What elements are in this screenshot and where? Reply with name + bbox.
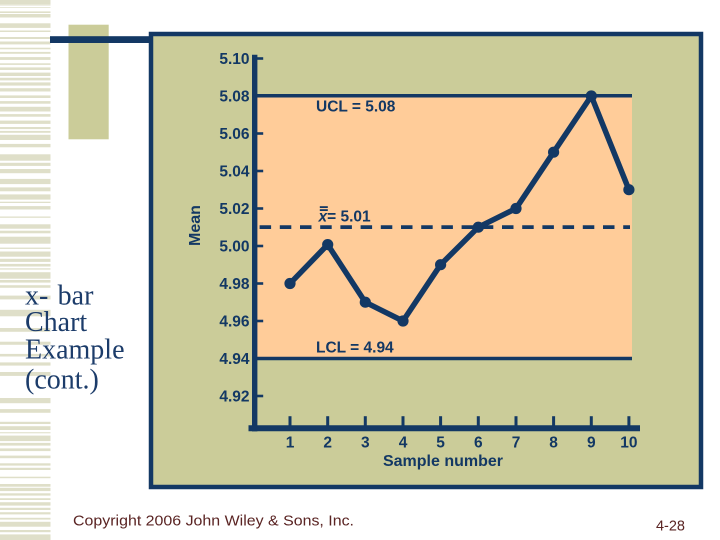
svg-text:4.96: 4.96 (219, 314, 250, 331)
svg-text:5.02: 5.02 (219, 201, 249, 218)
svg-text:(cont.): (cont.) (25, 365, 99, 396)
svg-text:6: 6 (474, 435, 483, 452)
svg-text:2: 2 (323, 435, 332, 452)
svg-text:9: 9 (587, 435, 596, 452)
svg-text:5.00: 5.00 (219, 239, 249, 256)
svg-text:Mean: Mean (187, 205, 204, 246)
svg-text:4: 4 (399, 435, 408, 452)
svg-text:4-28: 4-28 (656, 519, 685, 535)
svg-text:Example: Example (25, 335, 125, 366)
svg-text:Copyright 2006 John Wiley & So: Copyright 2006 John Wiley & Sons, Inc. (73, 514, 354, 530)
svg-text:5.04: 5.04 (219, 164, 250, 181)
svg-text:8: 8 (549, 435, 558, 452)
svg-text:Sample number: Sample number (383, 453, 503, 470)
svg-text:10: 10 (620, 435, 637, 452)
svg-text:4.92: 4.92 (219, 389, 249, 406)
svg-text:LCL = 4.94: LCL = 4.94 (316, 340, 394, 357)
svg-text:5: 5 (436, 435, 445, 452)
svg-text:UCL = 5.08: UCL = 5.08 (316, 99, 396, 116)
svg-text:5.08: 5.08 (219, 89, 250, 106)
svg-text:x= 5.01: x= 5.01 (318, 209, 372, 226)
svg-text:5.06: 5.06 (219, 126, 250, 143)
svg-text:1: 1 (286, 435, 295, 452)
svg-text:3: 3 (361, 435, 370, 452)
svg-text:x- bar: x- bar (25, 281, 94, 312)
svg-text:5.10: 5.10 (219, 51, 249, 68)
svg-text:4.98: 4.98 (219, 276, 250, 293)
svg-text:4.94: 4.94 (219, 351, 250, 368)
svg-text:Chart: Chart (25, 307, 87, 338)
svg-text:7: 7 (512, 435, 521, 452)
